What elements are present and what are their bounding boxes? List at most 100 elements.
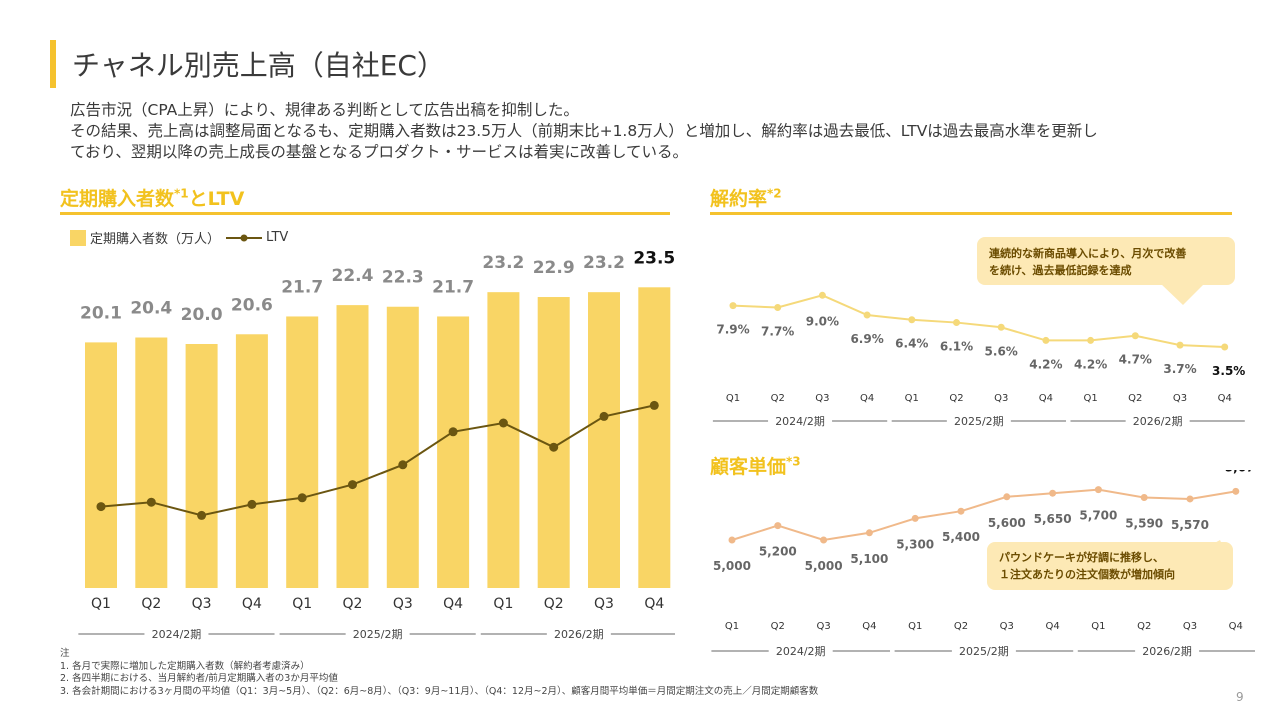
x-tick-label: Q4 — [862, 621, 876, 632]
x-tick-label: Q2 — [771, 393, 785, 404]
aov-point — [1140, 494, 1148, 502]
aov-point — [774, 522, 782, 530]
churn-value-label: 6.4% — [895, 337, 928, 351]
period-label: 2026/2期 — [554, 628, 604, 641]
churn-value-label: 4.2% — [1029, 357, 1062, 371]
bar-value-label: 20.0 — [181, 305, 223, 325]
period-label: 2024/2期 — [776, 645, 826, 658]
aov-value-label: 5,650 — [1034, 512, 1072, 526]
churn-point — [953, 319, 960, 327]
footnote-ref: *2 — [767, 186, 782, 201]
ltv-point — [348, 480, 357, 490]
period-label: 2025/2期 — [959, 645, 1009, 658]
churn-point — [1131, 332, 1139, 340]
customer-unit-price-chart: 5,000 Q1 5,200 Q2 5,000 Q3 5,100 Q4 5,300 Q1 5,400… — [711, 470, 1255, 658]
callout-text: １注文あたりの注文個数が増加傾向 — [999, 567, 1175, 581]
legend-line-swatch — [226, 233, 263, 243]
churn-point — [774, 304, 782, 312]
x-tick-label: Q2 — [544, 596, 564, 612]
churn-point — [1221, 343, 1229, 351]
aov-value-label: 5,570 — [1171, 518, 1209, 532]
aov-value-label: 5,100 — [850, 552, 888, 566]
x-tick-label: Q2 — [343, 596, 363, 612]
footnotes: 注 1. 各月で実際に増加した定期購入者数（解約者考慮済み） 2. 各四半期にお… — [60, 648, 818, 698]
callout-text: を続け、過去最低記録を達成 — [989, 263, 1131, 277]
aov-point — [1232, 487, 1240, 495]
bar-value-label: 20.6 — [231, 295, 273, 315]
aov-section-title: 顧客単価*3 — [710, 452, 801, 479]
subscriber-bar — [135, 337, 168, 588]
section-divider — [710, 212, 1232, 215]
summary-text: 広告市況（CPA上昇）により、規律ある判断として広告出稿を抑制した。 その結果、… — [70, 100, 1250, 163]
legend-bar-label: 定期購入者数（万人） — [90, 232, 221, 247]
x-tick-label: Q4 — [860, 393, 874, 404]
x-tick-label: Q1 — [726, 393, 740, 404]
aov-point — [820, 536, 828, 544]
ltv-point — [197, 510, 207, 520]
x-tick-label: Q3 — [1000, 621, 1014, 632]
aov-point — [1094, 486, 1102, 494]
ltv-point — [247, 499, 257, 509]
aov-point — [957, 507, 965, 515]
x-tick-label: Q1 — [292, 596, 312, 612]
x-tick-label: Q2 — [1128, 393, 1142, 404]
chart-legend: 定期購入者数（万人） LTV — [70, 228, 288, 247]
period-label: 2024/2期 — [152, 628, 202, 641]
section-title-suffix: とLTV — [188, 188, 245, 210]
note-item: 1. 各月で実際に増加した定期購入者数（解約者考慮済み） — [60, 660, 310, 672]
aov-value-label: 5,600 — [988, 516, 1026, 530]
legend-line-label: LTV — [266, 230, 289, 245]
churn-point — [1087, 336, 1095, 344]
bar-value-label: 23.5 — [633, 248, 675, 268]
ltv-point — [398, 460, 408, 470]
x-tick-label: Q4 — [1229, 621, 1243, 632]
aov-point — [1049, 489, 1057, 497]
note-item: 3. 各会計期間における3ヶ月間の平均値（Q1：3月~5月）、（Q2：6月~8月… — [60, 685, 819, 697]
churn-point — [1042, 336, 1050, 344]
churn-point — [818, 291, 826, 299]
summary-line: その結果、売上高は調整局面となるも、定期購入者数は23.5万人（前期末比+1.8… — [70, 122, 1098, 140]
ltv-point — [146, 497, 156, 507]
period-label: 2026/2期 — [1133, 415, 1183, 428]
ltv-point — [297, 493, 307, 503]
churn-point — [1176, 341, 1184, 349]
churn-value-label: 6.1% — [940, 340, 973, 354]
bar-value-label: 21.7 — [281, 277, 323, 297]
x-tick-label: Q1 — [493, 596, 513, 612]
ltv-point — [649, 400, 659, 410]
subscriber-bar — [85, 342, 117, 588]
aov-point — [865, 529, 873, 537]
section-title-text: 解約率 — [710, 188, 768, 210]
x-tick-label: Q2 — [954, 621, 968, 632]
x-tick-label: Q3 — [393, 596, 413, 612]
callout-text: 連続的な新商品導入により、月次で改善 — [989, 246, 1186, 260]
x-tick-label: Q1 — [905, 393, 919, 404]
aov-value-label: 5,676 — [1225, 470, 1255, 474]
bar-value-label: 22.4 — [332, 266, 374, 286]
aov-point — [911, 514, 919, 522]
legend-bar-swatch — [70, 229, 86, 246]
aov-value-label: 5,000 — [713, 559, 751, 573]
page-title: チャネル別売上高（自社EC） — [72, 49, 445, 82]
footnote-ref: *3 — [786, 454, 801, 469]
subscriber-bar — [286, 316, 319, 588]
callout-text: パウンドケーキが好調に推移し、 — [999, 550, 1164, 564]
x-tick-label: Q2 — [141, 596, 161, 612]
bar-value-label: 23.2 — [583, 253, 625, 273]
subscribers-ltv-chart: 20.1 Q1 20.4 Q2 20.0 Q3 20.6 Q4 21.7 Q1 22.4 Q2 22.3… — [78, 248, 675, 641]
x-tick-label: Q3 — [816, 621, 830, 632]
x-tick-label: Q1 — [725, 621, 739, 632]
bar-value-label: 22.3 — [382, 268, 424, 288]
churn-value-label: 3.7% — [1163, 362, 1196, 376]
x-tick-label: Q4 — [1045, 621, 1059, 632]
page-number: 9 — [1236, 690, 1244, 704]
section-title-text: 定期購入者数 — [60, 188, 175, 210]
subscriber-bar — [588, 292, 620, 588]
x-tick-label: Q3 — [1183, 621, 1197, 632]
churn-point — [997, 323, 1005, 331]
churn-line — [732, 294, 1225, 348]
callout-bubble — [977, 237, 1235, 285]
churn-value-label: 6.9% — [850, 332, 883, 346]
churn-point — [908, 316, 916, 324]
footnote-ref: *1 — [174, 186, 189, 201]
